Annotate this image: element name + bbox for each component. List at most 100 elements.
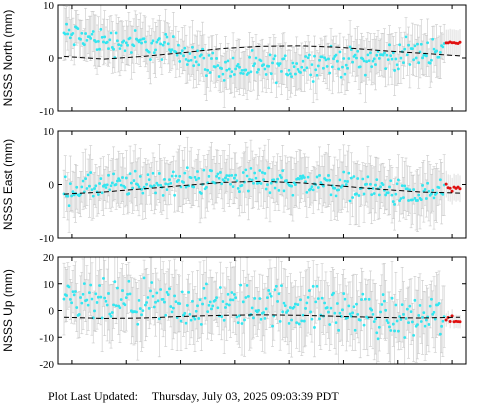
data-point [222, 318, 226, 322]
data-point [114, 31, 118, 35]
data-point [191, 299, 194, 303]
data-point [249, 70, 253, 74]
data-point [356, 312, 360, 316]
data-point [89, 283, 93, 287]
data-point [234, 173, 238, 177]
data-point [412, 58, 416, 62]
data-point [327, 174, 330, 177]
data-point [88, 291, 91, 295]
data-point [244, 168, 248, 172]
data-point [142, 276, 146, 280]
data-point [154, 48, 157, 52]
data-point [348, 312, 352, 316]
recent-point [448, 186, 452, 190]
data-point [250, 178, 254, 182]
data-point [138, 174, 142, 178]
data-point [327, 57, 330, 61]
data-point [267, 64, 271, 68]
data-point [202, 56, 206, 60]
y-tick-label: 20 [43, 252, 55, 264]
data-point [246, 71, 250, 75]
data-point [114, 183, 118, 186]
data-point [137, 40, 141, 44]
data-point [388, 43, 391, 47]
data-point [269, 294, 273, 298]
data-point [338, 50, 342, 54]
data-point [227, 174, 231, 178]
data-point [305, 301, 309, 305]
data-points [62, 22, 446, 85]
data-point [324, 58, 328, 62]
data-point [365, 60, 369, 63]
data-point [421, 316, 424, 319]
footer-timestamp: Thursday, July 03, 2025 09:03:39 PDT [151, 389, 339, 403]
data-point [96, 295, 100, 299]
data-point [170, 310, 174, 314]
data-point [245, 284, 249, 287]
data-point [143, 303, 147, 307]
data-point [437, 186, 441, 190]
data-point [108, 188, 112, 192]
data-point [174, 300, 178, 304]
data-point [391, 322, 395, 326]
data-point [66, 194, 70, 198]
data-point [197, 63, 201, 67]
data-point [370, 193, 374, 197]
data-point [304, 55, 307, 58]
data-point [304, 307, 307, 310]
data-point [160, 58, 164, 61]
data-point [185, 304, 189, 307]
data-point [217, 176, 221, 180]
data-point [349, 176, 353, 180]
data-point [183, 46, 187, 50]
data-point [349, 48, 353, 52]
data-point [217, 75, 221, 78]
data-point [379, 310, 382, 314]
data-point [254, 56, 258, 60]
data-point [77, 313, 81, 316]
data-point [395, 182, 399, 186]
data-point [257, 309, 260, 312]
data-point [369, 182, 372, 186]
data-point [321, 184, 325, 188]
data-point [215, 175, 218, 178]
data-point [159, 288, 163, 291]
data-point [376, 337, 380, 341]
data-point [422, 311, 426, 314]
data-point [81, 292, 85, 296]
data-point [136, 322, 140, 326]
data-point [267, 166, 271, 170]
data-point [194, 178, 198, 182]
data-point [107, 292, 110, 295]
data-point [262, 63, 266, 67]
data-point [67, 28, 71, 32]
data-point [405, 187, 409, 191]
panel-3: -20 -10 0 10 20 NSSS Up (mm) [1, 252, 467, 371]
data-point [91, 30, 95, 33]
data-point [267, 289, 271, 292]
data-point [205, 186, 208, 189]
data-point [63, 175, 67, 179]
data-point [414, 56, 418, 60]
data-point [196, 49, 199, 53]
data-point [355, 302, 358, 306]
data-point [197, 317, 201, 320]
data-point [105, 303, 109, 307]
data-point [71, 290, 75, 294]
data-point [182, 180, 185, 184]
data-point [132, 44, 136, 48]
data-point [343, 297, 347, 301]
data-point [253, 171, 257, 175]
data-point [338, 311, 342, 315]
data-point [424, 197, 428, 200]
data-point [344, 183, 348, 186]
data-point [226, 178, 230, 181]
timeseries-plot: -10 0 10 NSSS North (mm) -10 0 10 NSSS East (mm… [1, 0, 467, 371]
data-point [224, 176, 227, 180]
data-point [332, 291, 335, 295]
data-point [300, 65, 304, 69]
data-point [105, 183, 109, 187]
data-point [131, 186, 135, 190]
data-point [240, 69, 244, 72]
data-point [149, 58, 152, 61]
